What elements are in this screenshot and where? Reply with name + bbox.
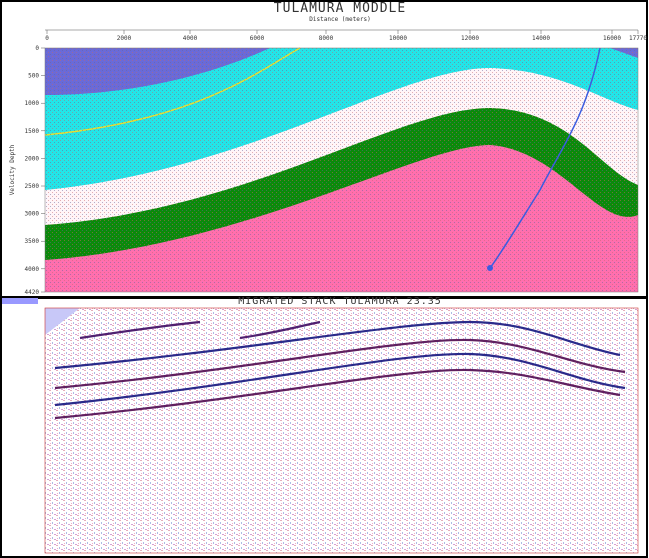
y-tick-label: 2500 — [25, 183, 40, 190]
texture — [45, 48, 638, 292]
y-tick-label: 3000 — [25, 211, 40, 218]
seismic-noise — [45, 308, 638, 553]
plot-frame — [44, 47, 639, 293]
x-tick-label: 14000 — [532, 35, 550, 42]
reflectors — [54, 320, 626, 420]
x-ticks: 0 2000 4000 6000 8000 10000 12000 14000 16000 177… — [45, 30, 647, 42]
x-axis-label: Distance (meters) — [309, 16, 370, 23]
top-title: TULAMURA MODDLE — [274, 1, 406, 16]
model-layers — [44, 47, 639, 293]
mute-zone — [45, 308, 80, 335]
x-tick-label: 12000 — [461, 35, 479, 42]
y-tick-label: 4000 — [25, 266, 40, 273]
y-ticks: 0 500 1000 1500 2000 2500 3000 3500 4000 4420 — [25, 45, 45, 296]
x-tick-label: 6000 — [250, 35, 265, 42]
y-tick-label: 1500 — [25, 128, 40, 135]
well-end — [487, 265, 493, 271]
bottom-title: MIGRATED STACK TULAMURA 23.35 — [238, 296, 442, 307]
x-tick-label: 0 — [45, 35, 49, 42]
seismic-frame — [44, 307, 639, 554]
y-tick-label: 1000 — [25, 100, 40, 107]
x-tick-label: 10000 — [389, 35, 407, 42]
y-tick-label: 500 — [28, 73, 39, 80]
x-tick-label: 8000 — [319, 35, 334, 42]
panel-tab — [2, 298, 38, 304]
y-axis-label: Velocity Depth — [9, 144, 16, 195]
well-path — [489, 47, 601, 269]
x-tick-label: 4000 — [183, 35, 198, 42]
x-tick-label: 2000 — [117, 35, 132, 42]
x-tick-label: 16000 — [603, 35, 621, 42]
y-tick-label: 0 — [35, 45, 39, 52]
y-tick-label: 4420 — [25, 289, 40, 296]
x-tick-label: 17770 — [629, 35, 647, 42]
y-tick-label: 3500 — [25, 238, 40, 245]
y-tick-label: 2000 — [25, 155, 40, 162]
